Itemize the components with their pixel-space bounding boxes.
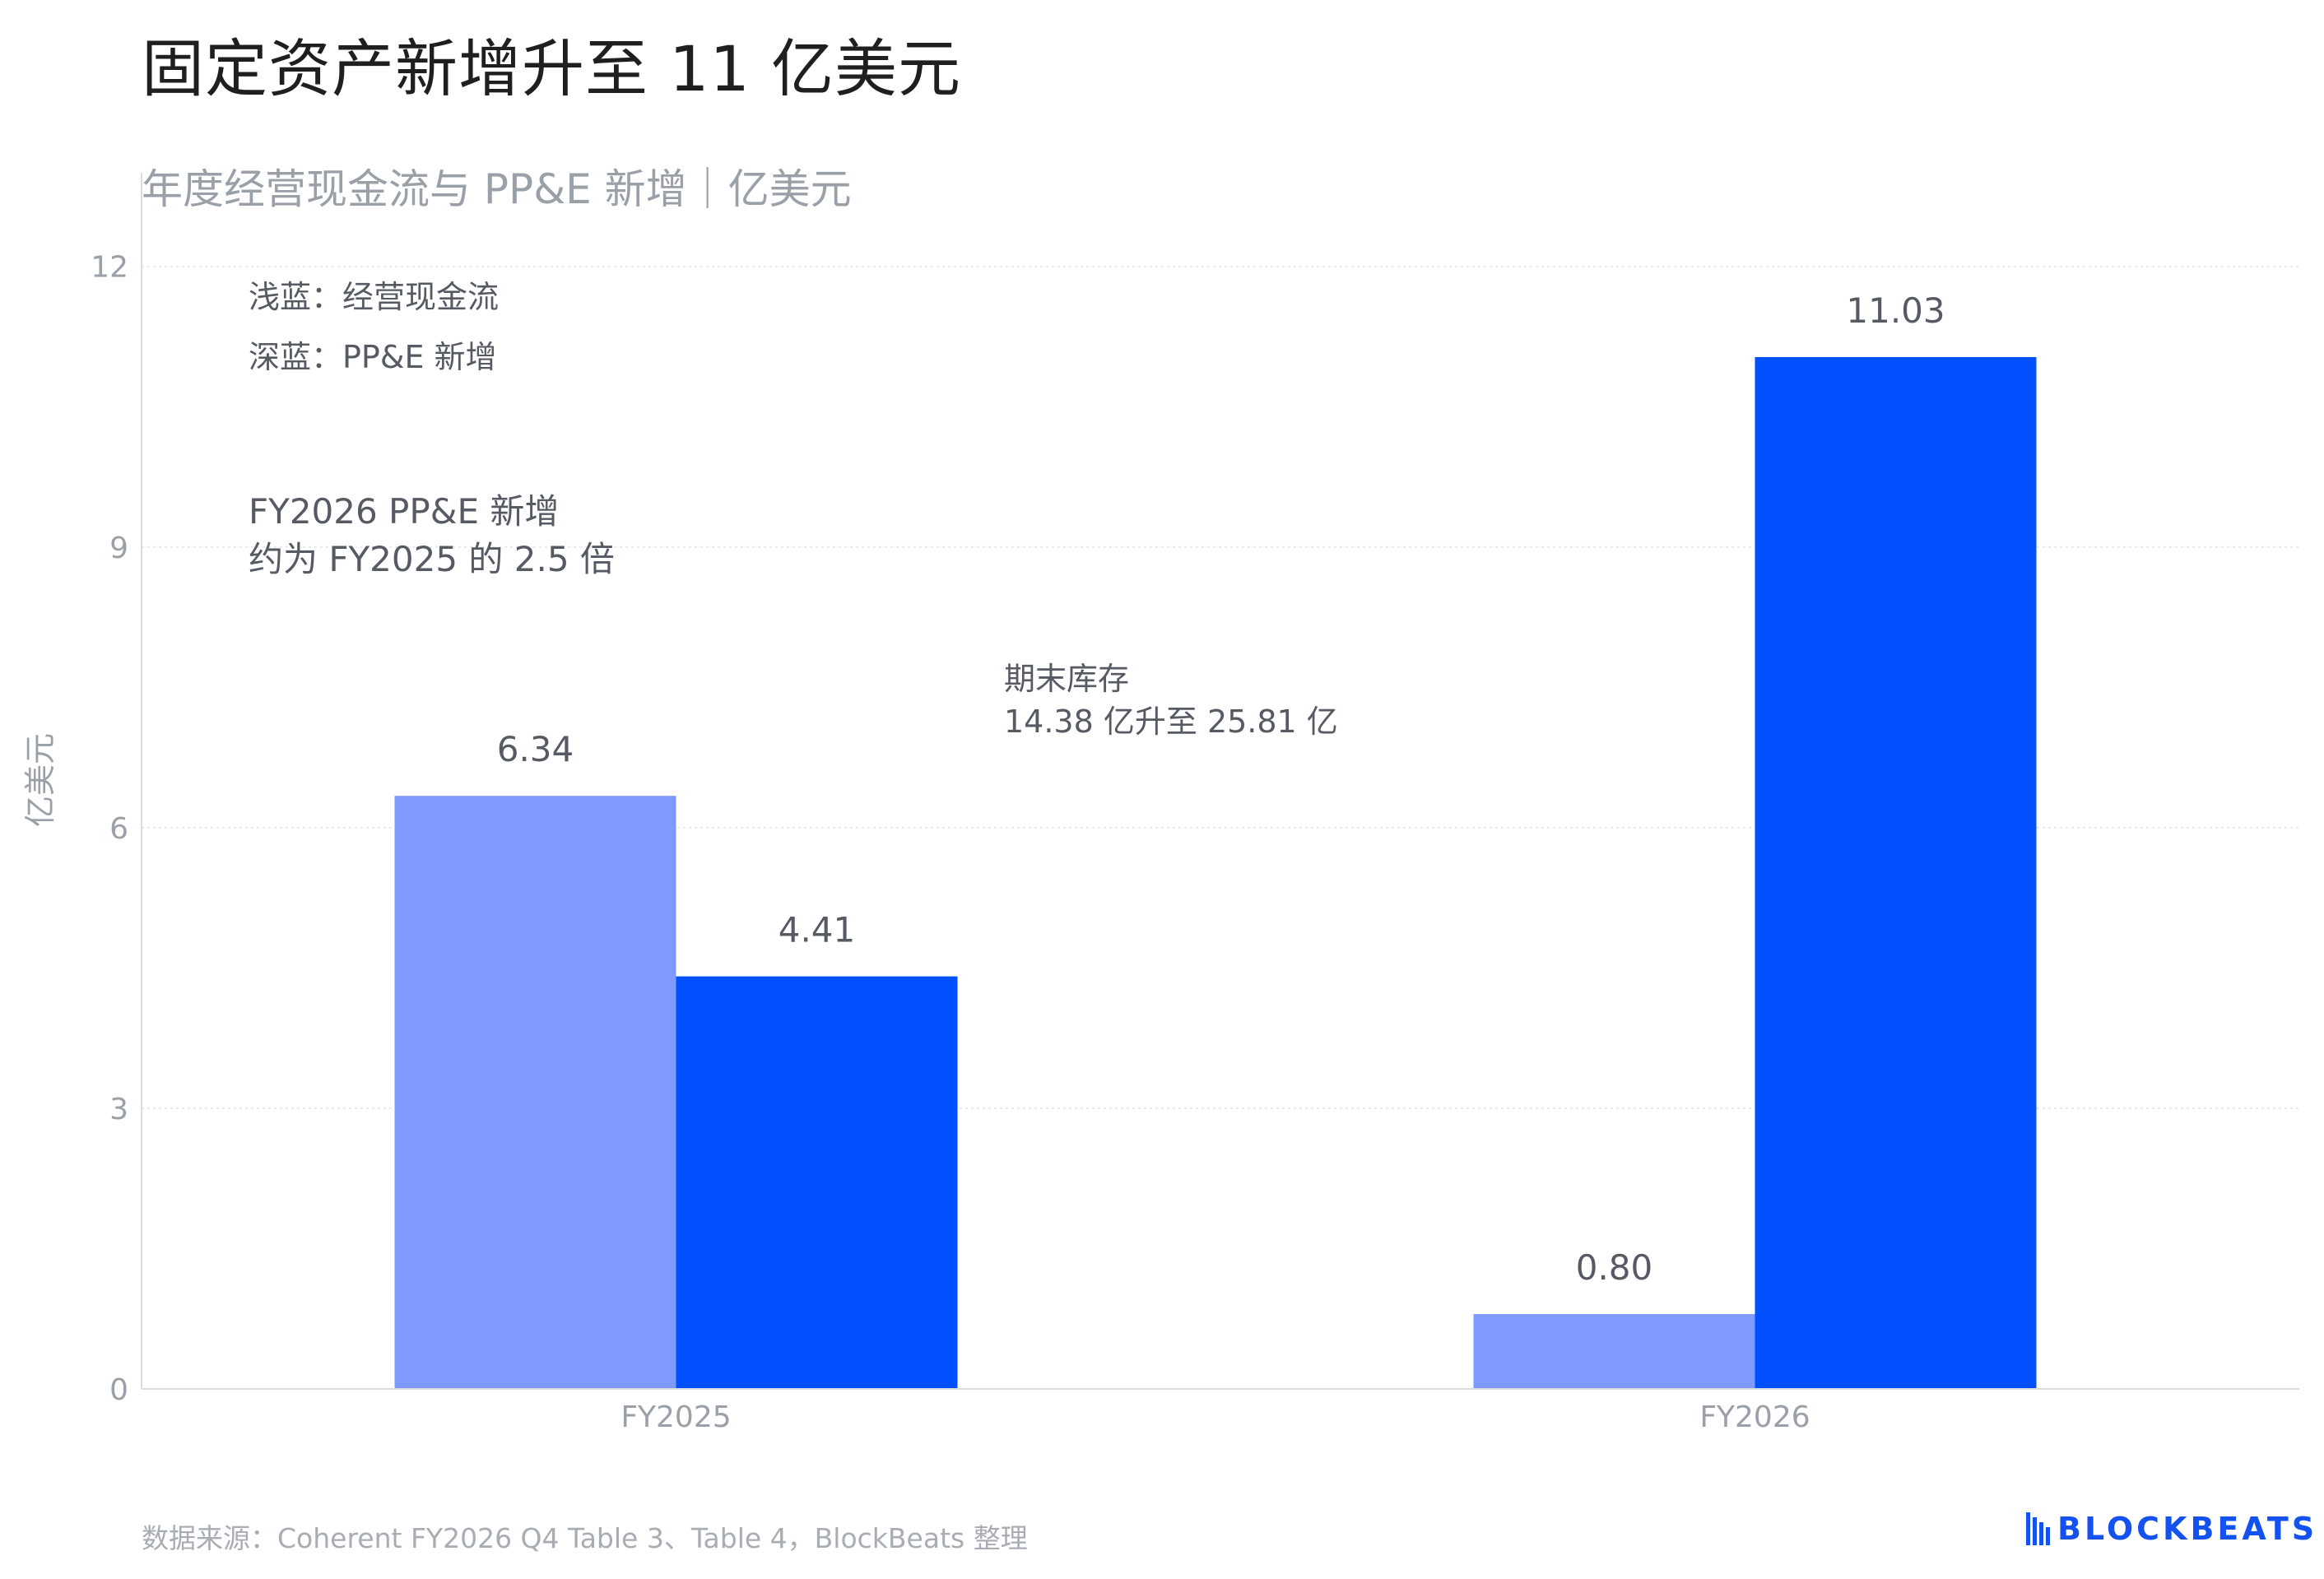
y-tick-label: 9 bbox=[109, 532, 128, 565]
legend-note-light: 浅蓝：经营现金流 bbox=[249, 279, 499, 315]
blockbeats-logo-icon bbox=[2026, 1512, 2050, 1545]
x-tick-label: FY2026 bbox=[1699, 1400, 1810, 1434]
y-tick-label: 6 bbox=[109, 812, 128, 846]
value-labels: 6.34 4.41 0.80 11.03 bbox=[497, 290, 1945, 1288]
annotation-inventory-line1: 期末库存 bbox=[1004, 661, 1129, 697]
data-label: 11.03 bbox=[1846, 290, 1945, 331]
data-label: 0.80 bbox=[1576, 1247, 1653, 1288]
y-tick-label: 3 bbox=[109, 1093, 128, 1126]
bar-FY2025-series-2 bbox=[676, 976, 958, 1389]
bar-FY2025-series-1 bbox=[394, 796, 676, 1389]
bar-FY2026-series-1 bbox=[1473, 1314, 1755, 1389]
blockbeats-logo-text: BLOCKBEATS bbox=[2057, 1511, 2318, 1547]
data-label: 6.34 bbox=[497, 729, 574, 769]
y-axis-label: 亿美元 bbox=[22, 733, 58, 827]
x-tick-label: FY2025 bbox=[621, 1400, 731, 1434]
data-label: 4.41 bbox=[779, 910, 856, 950]
y-tick-label: 12 bbox=[91, 251, 128, 285]
chart-title: 固定资产新增升至 11 亿美元 bbox=[142, 32, 962, 105]
axes: 0 3 6 9 12 FY2025 FY2026 bbox=[91, 173, 2299, 1434]
data-source-note: 数据来源：Coherent FY2026 Q4 Table 3、Table 4，… bbox=[142, 1522, 1028, 1554]
chart-subtitle: 年度经营现金流与 PP&E 新增｜亿美元 bbox=[142, 165, 852, 213]
bars bbox=[394, 356, 2037, 1389]
bar-FY2026-series-2 bbox=[1755, 356, 2037, 1389]
annotation-ppe-line2: 约为 FY2025 的 2.5 倍 bbox=[249, 539, 615, 579]
legend-note-dark: 深蓝：PP&E 新增 bbox=[249, 339, 497, 375]
y-tick-label: 0 bbox=[109, 1373, 128, 1407]
annotation-ppe-line1: FY2026 PP&E 新增 bbox=[249, 491, 559, 532]
blockbeats-logo: BLOCKBEATS bbox=[2026, 1511, 2317, 1547]
annotation-inventory-line2: 14.38 亿升至 25.81 亿 bbox=[1004, 704, 1338, 740]
